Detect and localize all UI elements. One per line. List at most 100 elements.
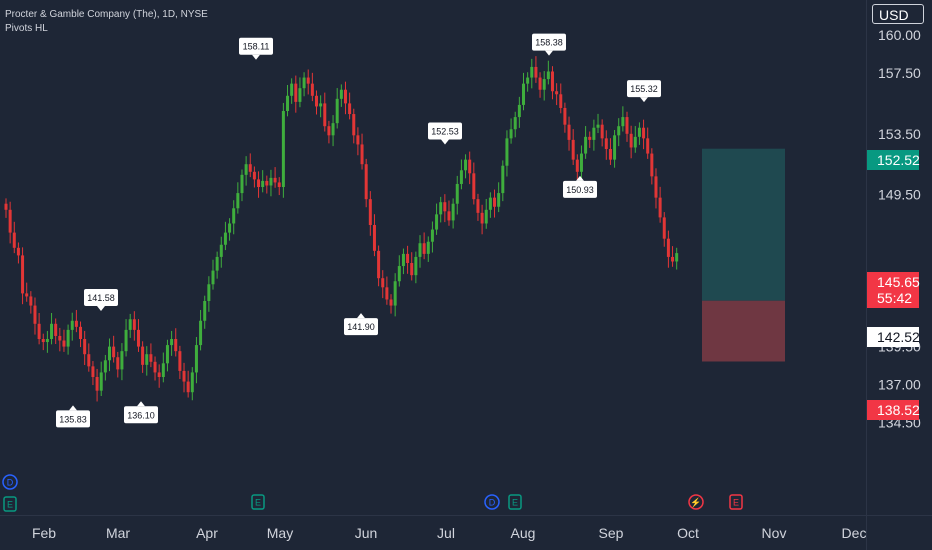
candle[interactable] — [21, 247, 25, 305]
candle[interactable] — [136, 319, 140, 352]
candle[interactable] — [385, 276, 389, 305]
candle[interactable] — [132, 311, 136, 341]
candle[interactable] — [600, 119, 604, 147]
candle[interactable] — [79, 321, 83, 348]
candle[interactable] — [269, 169, 273, 197]
candle[interactable] — [248, 153, 252, 178]
candle[interactable] — [41, 333, 45, 351]
candle[interactable] — [4, 198, 8, 218]
candle[interactable] — [182, 362, 186, 393]
candle[interactable] — [426, 236, 430, 262]
candle[interactable] — [252, 166, 256, 188]
candle[interactable] — [83, 330, 87, 365]
candle[interactable] — [671, 246, 675, 267]
candle[interactable] — [360, 133, 364, 170]
candle[interactable] — [550, 66, 554, 100]
candle[interactable] — [294, 75, 298, 113]
candle[interactable] — [604, 130, 608, 160]
candle[interactable] — [522, 72, 525, 111]
candle[interactable] — [563, 102, 567, 133]
candle[interactable] — [654, 168, 658, 209]
candle[interactable] — [323, 92, 327, 132]
candle[interactable] — [542, 71, 546, 101]
candle[interactable] — [223, 221, 227, 251]
candle[interactable] — [381, 270, 385, 299]
candle[interactable] — [530, 58, 534, 89]
candle[interactable] — [517, 96, 521, 128]
candle[interactable] — [25, 282, 29, 302]
candle[interactable] — [116, 351, 120, 378]
candle[interactable] — [410, 252, 414, 281]
candle[interactable] — [120, 343, 124, 381]
candle[interactable] — [592, 119, 596, 151]
candle[interactable] — [439, 196, 443, 223]
candle[interactable] — [281, 102, 285, 198]
candle[interactable] — [50, 313, 54, 345]
candle[interactable] — [91, 361, 95, 386]
candle[interactable] — [331, 115, 335, 147]
candle[interactable] — [319, 95, 323, 118]
currency-button[interactable]: USD — [872, 4, 924, 24]
candle[interactable] — [459, 159, 463, 190]
candle[interactable] — [45, 330, 49, 353]
candle[interactable] — [211, 259, 215, 290]
candle[interactable] — [257, 171, 261, 198]
candle[interactable] — [343, 81, 347, 115]
candle[interactable] — [29, 291, 33, 314]
candle[interactable] — [207, 276, 211, 312]
candle[interactable] — [277, 177, 281, 196]
candle[interactable] — [70, 312, 74, 341]
candle[interactable] — [348, 92, 352, 120]
candle[interactable] — [165, 339, 169, 372]
candle[interactable] — [546, 60, 550, 85]
candle[interactable] — [124, 319, 128, 357]
candle[interactable] — [265, 175, 269, 194]
candle[interactable] — [306, 69, 310, 95]
candle[interactable] — [608, 138, 612, 165]
candle[interactable] — [170, 330, 174, 356]
candle[interactable] — [588, 131, 592, 148]
candle[interactable] — [377, 245, 381, 287]
candle[interactable] — [559, 83, 563, 114]
candle[interactable] — [186, 370, 190, 398]
candle[interactable] — [596, 113, 600, 134]
candle[interactable] — [633, 126, 637, 153]
candle[interactable] — [203, 295, 207, 329]
candle[interactable] — [315, 90, 318, 115]
candle[interactable] — [484, 199, 488, 229]
candle[interactable] — [613, 130, 617, 168]
candle[interactable] — [128, 313, 132, 338]
candle[interactable] — [447, 200, 451, 226]
candle[interactable] — [472, 162, 476, 205]
candle[interactable] — [509, 118, 513, 144]
candle[interactable] — [455, 175, 459, 215]
candle[interactable] — [372, 214, 376, 257]
candle[interactable] — [526, 72, 530, 92]
candle[interactable] — [464, 154, 468, 179]
candle[interactable] — [298, 77, 302, 108]
candle[interactable] — [393, 273, 397, 317]
candle[interactable] — [480, 204, 484, 235]
candle[interactable] — [567, 116, 571, 151]
candle[interactable] — [658, 186, 662, 223]
candle[interactable] — [219, 236, 223, 268]
dividend-icon[interactable]: D — [484, 494, 500, 510]
candle[interactable] — [356, 127, 360, 156]
candle[interactable] — [228, 218, 232, 241]
trade-zones[interactable] — [702, 148, 785, 362]
candle[interactable] — [236, 182, 240, 214]
candle[interactable] — [327, 120, 331, 144]
candle[interactable] — [33, 297, 37, 335]
candle[interactable] — [571, 129, 575, 165]
candle[interactable] — [112, 335, 116, 363]
candle[interactable] — [629, 125, 633, 159]
dividend-icon[interactable]: D — [2, 474, 18, 490]
candle[interactable] — [66, 324, 70, 355]
price-axis[interactable]: 160.00157.50153.50149.50139.50137.00134.… — [878, 27, 921, 431]
candle[interactable] — [401, 248, 405, 275]
candle[interactable] — [625, 111, 629, 142]
candle[interactable] — [273, 167, 277, 188]
candle[interactable] — [646, 127, 650, 159]
earnings-icon[interactable]: E — [508, 494, 522, 510]
